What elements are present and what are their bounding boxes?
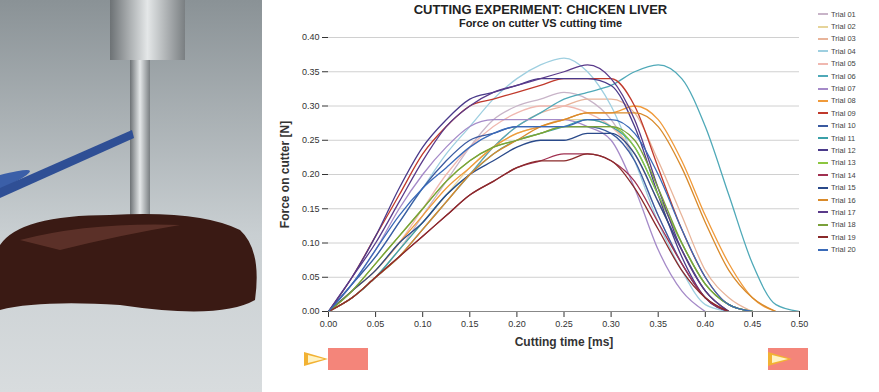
html-text:Trial 14: Trial 14 (831, 170, 856, 180)
svg-text:0.00: 0.00 (320, 319, 338, 329)
svg-text:0.05: 0.05 (302, 272, 320, 282)
html-text:Trial 09: Trial 09 (831, 108, 856, 118)
svg-text:0.05: 0.05 (367, 319, 385, 329)
html-text:CUTTING EXPERIMENT: CHICKEN LI: CUTTING EXPERIMENT: CHICKEN LIVER (413, 2, 668, 17)
svg-text:0.10: 0.10 (302, 238, 320, 248)
svg-text:0.20: 0.20 (302, 169, 320, 179)
svg-text:0.20: 0.20 (508, 319, 526, 329)
html-text:Trial 16: Trial 16 (831, 195, 856, 205)
svg-text:0.30: 0.30 (302, 101, 320, 111)
html-text:Trial 01: Trial 01 (831, 9, 856, 19)
svg-text:0.50: 0.50 (791, 319, 809, 329)
html-text:Trial 17: Trial 17 (831, 207, 856, 217)
html-text:Trial 18: Trial 18 (831, 220, 856, 230)
html-text:Trial 02: Trial 02 (831, 22, 856, 32)
html-text:Trial 12: Trial 12 (831, 146, 856, 155)
html-text:Trial 20: Trial 20 (831, 245, 856, 255)
html-text:Trial 15: Trial 15 (831, 183, 856, 193)
html-text:Trial 05: Trial 05 (831, 59, 856, 69)
html-text:Trial 08: Trial 08 (831, 96, 856, 106)
html-text:Trial 19: Trial 19 (831, 232, 856, 242)
html-text:Trial 03: Trial 03 (831, 34, 856, 44)
html-text:Trial 07: Trial 07 (831, 84, 856, 93)
html-text:Trial 10: Trial 10 (831, 121, 856, 131)
html-text:Trial 04: Trial 04 (831, 46, 856, 56)
svg-text:0.35: 0.35 (649, 319, 667, 329)
svg-text:Force on cutter [N]: Force on cutter [N] (278, 121, 292, 228)
svg-text:0.15: 0.15 (302, 204, 320, 214)
svg-text:0.25: 0.25 (302, 135, 320, 145)
svg-text:0.15: 0.15 (461, 319, 479, 329)
svg-text:0.10: 0.10 (414, 319, 432, 329)
svg-text:0.25: 0.25 (555, 319, 573, 329)
svg-text:Cutting time [ms]: Cutting time [ms] (515, 335, 614, 349)
svg-text:0.40: 0.40 (697, 319, 715, 329)
html-text:Trial 06: Trial 06 (831, 71, 856, 81)
svg-text:0.40: 0.40 (302, 32, 320, 42)
html-text:Trial 11: Trial 11 (831, 133, 856, 143)
svg-text:0.00: 0.00 (302, 306, 320, 316)
html-text:Trial 13: Trial 13 (831, 158, 856, 168)
svg-text:0.45: 0.45 (744, 319, 762, 329)
svg-text:0.30: 0.30 (602, 319, 620, 329)
html-text:Force on cutter VS cutting tim: Force on cutter VS cutting time (458, 17, 623, 29)
svg-text:0.35: 0.35 (302, 67, 320, 77)
